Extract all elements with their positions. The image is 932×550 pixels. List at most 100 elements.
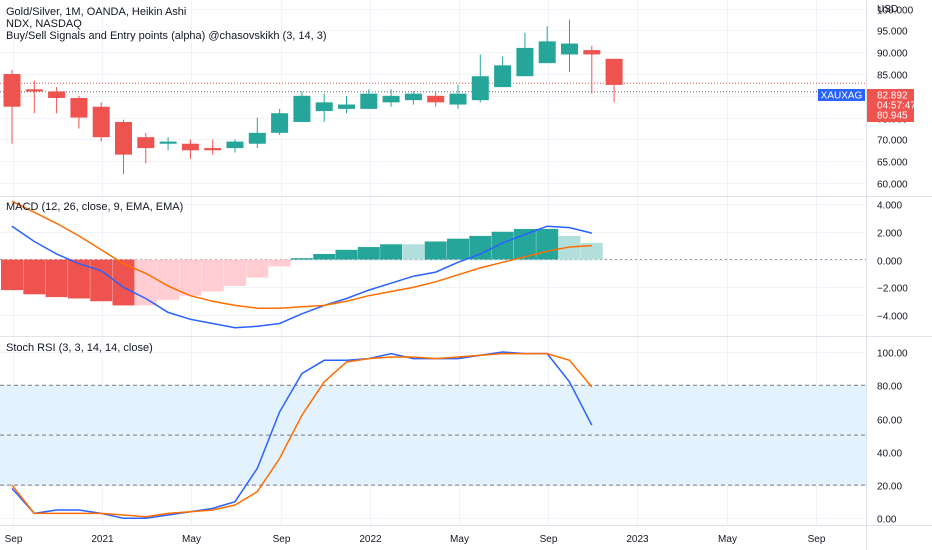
candle-body[interactable] <box>449 93 467 105</box>
price-pane[interactable] <box>0 19 866 175</box>
macd-histogram-bar[interactable] <box>157 259 180 300</box>
candle-body[interactable] <box>293 95 311 122</box>
macd-histogram-bar[interactable] <box>402 244 425 260</box>
time-tick-label: Sep <box>540 534 558 545</box>
macd-histogram-bar[interactable] <box>268 259 291 267</box>
price-tick-label: 100.000 <box>877 6 914 17</box>
price-tick-label: 90.000 <box>877 49 908 60</box>
macd-tick-label: −2.000 <box>877 284 908 295</box>
stoch-tick-label: 0.00 <box>877 515 897 526</box>
stoch-rsi-title: Stoch RSI (3, 3, 14, 14, close) <box>6 342 153 354</box>
stoch-tick-label: 40.00 <box>877 449 902 460</box>
stoch-tick-label: 20.00 <box>877 482 902 493</box>
stoch-k-line[interactable] <box>11 351 593 520</box>
macd-histogram-bar[interactable] <box>424 241 447 260</box>
time-axis[interactable]: Sep 2021 May Sep 2022 May Sep 2023 May Sep <box>5 534 826 545</box>
candle-body[interactable] <box>338 104 355 109</box>
candle-body[interactable] <box>115 121 132 155</box>
candle-body[interactable] <box>404 93 422 101</box>
macd-histogram-bar[interactable] <box>45 259 68 298</box>
time-tick-label: 2022 <box>359 534 382 545</box>
macd-histogram-bar[interactable] <box>580 242 603 260</box>
candle-body[interactable] <box>516 47 534 77</box>
last-price-badge: 82.892 <box>877 91 908 102</box>
price-badges: XAUXAG 82.892 04:57:47 80.945 <box>818 89 916 122</box>
time-tick-label: May <box>182 534 201 545</box>
macd-histogram-bar[interactable] <box>380 244 403 260</box>
candle-body[interactable] <box>248 132 266 144</box>
time-tick-label: 2023 <box>626 534 649 545</box>
macd-histogram-bar[interactable] <box>1 259 23 291</box>
symbol-badge: XAUXAG <box>821 91 863 102</box>
macd-histogram-bar[interactable] <box>112 259 135 306</box>
stoch-rsi-pane[interactable] <box>0 351 866 520</box>
signal-line[interactable] <box>11 200 592 309</box>
candle-body[interactable] <box>159 141 177 144</box>
candle-body[interactable] <box>226 141 244 149</box>
candle-body[interactable] <box>48 91 66 98</box>
candle-body[interactable] <box>137 137 155 149</box>
candle-body[interactable] <box>427 95 445 103</box>
candle-body[interactable] <box>271 113 289 133</box>
candle-body[interactable] <box>70 98 88 118</box>
candle-body[interactable] <box>360 93 378 109</box>
price-tick-label: 95.000 <box>877 27 908 38</box>
stoch-tick-label: 60.00 <box>877 416 902 427</box>
currency-label: USD <box>877 4 898 15</box>
macd-histogram-bar[interactable] <box>447 238 469 260</box>
macd-histogram-bar[interactable] <box>90 259 113 302</box>
candle-body[interactable] <box>382 95 400 103</box>
candle-body[interactable] <box>181 143 199 151</box>
countdown-badge: 04:57:47 <box>877 101 916 112</box>
macd-histogram-bar[interactable] <box>179 259 202 296</box>
macd-tick-label: 2.000 <box>877 229 902 240</box>
price-tick-label: 60.000 <box>877 180 908 191</box>
candle-body[interactable] <box>583 50 601 55</box>
macd-histogram-bar[interactable] <box>246 259 269 278</box>
legend: Gold/Silver, 1M, OANDA, Heikin Ashi NDX,… <box>6 4 898 354</box>
macd-pane[interactable] <box>0 200 866 329</box>
time-tick-label: Sep <box>273 534 291 545</box>
candle-body[interactable] <box>3 74 21 107</box>
macd-histogram-bar[interactable] <box>224 259 246 286</box>
stoch-d-line[interactable] <box>11 352 593 518</box>
macd-histogram-bar[interactable] <box>357 247 380 260</box>
macd-histogram-bar[interactable] <box>313 253 336 260</box>
macd-tick-label: −4.000 <box>877 312 908 323</box>
macd-histogram-bar[interactable] <box>23 259 46 295</box>
candle-body[interactable] <box>605 58 623 85</box>
price-tick-label: 65.000 <box>877 158 908 169</box>
candle-body[interactable] <box>204 148 222 151</box>
time-tick-label: Sep <box>808 534 826 545</box>
macd-histogram-bar[interactable] <box>335 249 358 260</box>
macd-line[interactable] <box>11 225 592 329</box>
time-tick-label: May <box>450 534 469 545</box>
symbol-badge-bg <box>818 89 865 101</box>
time-tick-label: 2021 <box>91 534 114 545</box>
macd-tick-label: 4.000 <box>877 201 902 212</box>
stoch-tick-label: 80.00 <box>877 382 902 393</box>
macd-histogram-bar[interactable] <box>290 258 313 260</box>
time-tick-label: May <box>718 534 737 545</box>
candle-body[interactable] <box>494 65 512 88</box>
macd-histogram-bar[interactable] <box>469 235 492 260</box>
candle-body[interactable] <box>315 102 333 112</box>
macd-tick-label: 0.000 <box>877 257 902 268</box>
macd-histogram-bar[interactable] <box>201 259 224 292</box>
candle-body[interactable] <box>92 106 110 138</box>
macd-histogram-bar[interactable] <box>491 231 514 260</box>
last-price-badge-bg <box>867 89 914 122</box>
compare-symbol-label: NDX, NASDAQ <box>6 18 82 30</box>
other-price-badge: 80.945 <box>877 111 908 122</box>
macd-histogram-bar[interactable] <box>536 228 559 260</box>
candle-body[interactable] <box>25 89 43 92</box>
price-tick-label: 70.000 <box>877 136 908 147</box>
macd-histogram-bar[interactable] <box>67 259 90 299</box>
macd-title: MACD (12, 26, close, 9, EMA, EMA) <box>6 201 183 213</box>
candle-body[interactable] <box>561 43 578 55</box>
candle-body[interactable] <box>471 76 489 101</box>
candle-body[interactable] <box>538 41 556 64</box>
